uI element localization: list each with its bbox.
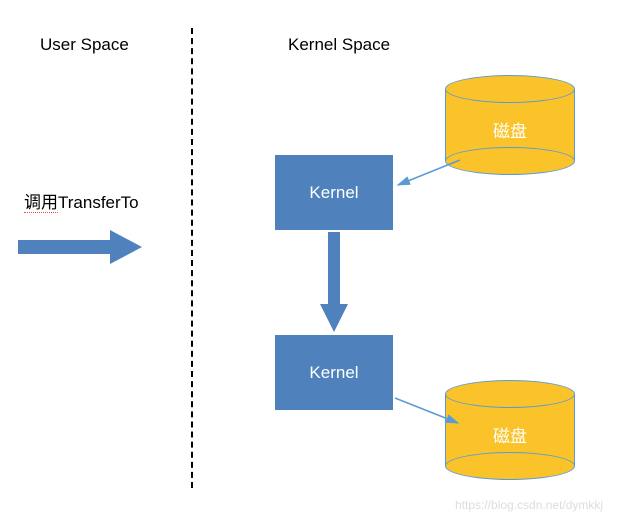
call-suffix: TransferTo: [58, 193, 139, 212]
watermark-text: https://blog.csdn.net/dymkkj: [455, 498, 603, 512]
user-space-label: User Space: [40, 35, 129, 55]
kernel-space-label: Kernel Space: [288, 35, 390, 55]
kernel-box-2-label: Kernel: [309, 363, 358, 383]
kernel-box-1-label: Kernel: [309, 183, 358, 203]
kernel-box-1: Kernel: [275, 155, 393, 230]
disk-1-label: 磁盘: [445, 117, 575, 142]
user-arrow-icon: [18, 228, 144, 266]
kernel-box-2: Kernel: [275, 335, 393, 410]
call-transferto-label: 调用TransferTo: [24, 188, 139, 213]
space-divider: [191, 28, 193, 488]
kernel-down-arrow-icon: [318, 232, 350, 334]
disk1-to-kernel-arrow-icon: [390, 155, 470, 195]
kernel2-to-disk-arrow-icon: [390, 392, 470, 432]
call-prefix: 调用: [24, 193, 58, 213]
